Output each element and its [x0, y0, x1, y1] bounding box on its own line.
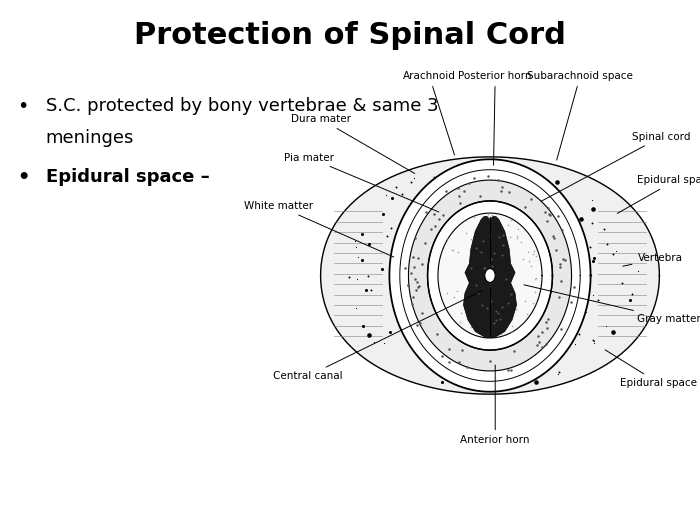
Text: •: • [18, 97, 29, 116]
Text: Central canal: Central canal [273, 291, 482, 381]
Text: Pia mater: Pia mater [284, 153, 439, 212]
Text: White matter: White matter [244, 201, 394, 257]
Polygon shape [321, 157, 659, 394]
Ellipse shape [485, 269, 495, 282]
Text: Epidural space: Epidural space [617, 175, 700, 214]
Polygon shape [389, 159, 591, 392]
Polygon shape [428, 201, 552, 350]
Text: Protection of Spinal Cord: Protection of Spinal Cord [134, 21, 566, 50]
Text: Spinal cord: Spinal cord [541, 132, 691, 201]
Text: Epidural space –: Epidural space – [46, 168, 209, 186]
Text: Posterior horn: Posterior horn [458, 71, 532, 165]
Polygon shape [463, 216, 517, 338]
Text: Vertebra: Vertebra [623, 253, 682, 266]
Text: S.C. protected by bony vertebrae & same 3: S.C. protected by bony vertebrae & same … [46, 97, 438, 115]
Text: Gray matter: Gray matter [524, 285, 700, 324]
Text: Subarachnoid space: Subarachnoid space [527, 71, 633, 160]
Polygon shape [438, 213, 542, 338]
Text: meninges: meninges [46, 129, 134, 146]
Polygon shape [409, 180, 571, 371]
Text: Anterior horn: Anterior horn [461, 365, 530, 445]
Text: Dura mater: Dura mater [291, 114, 414, 173]
Text: Arachnoid: Arachnoid [402, 71, 456, 155]
Text: •: • [18, 168, 30, 187]
Text: Epidural space: Epidural space [605, 350, 697, 388]
